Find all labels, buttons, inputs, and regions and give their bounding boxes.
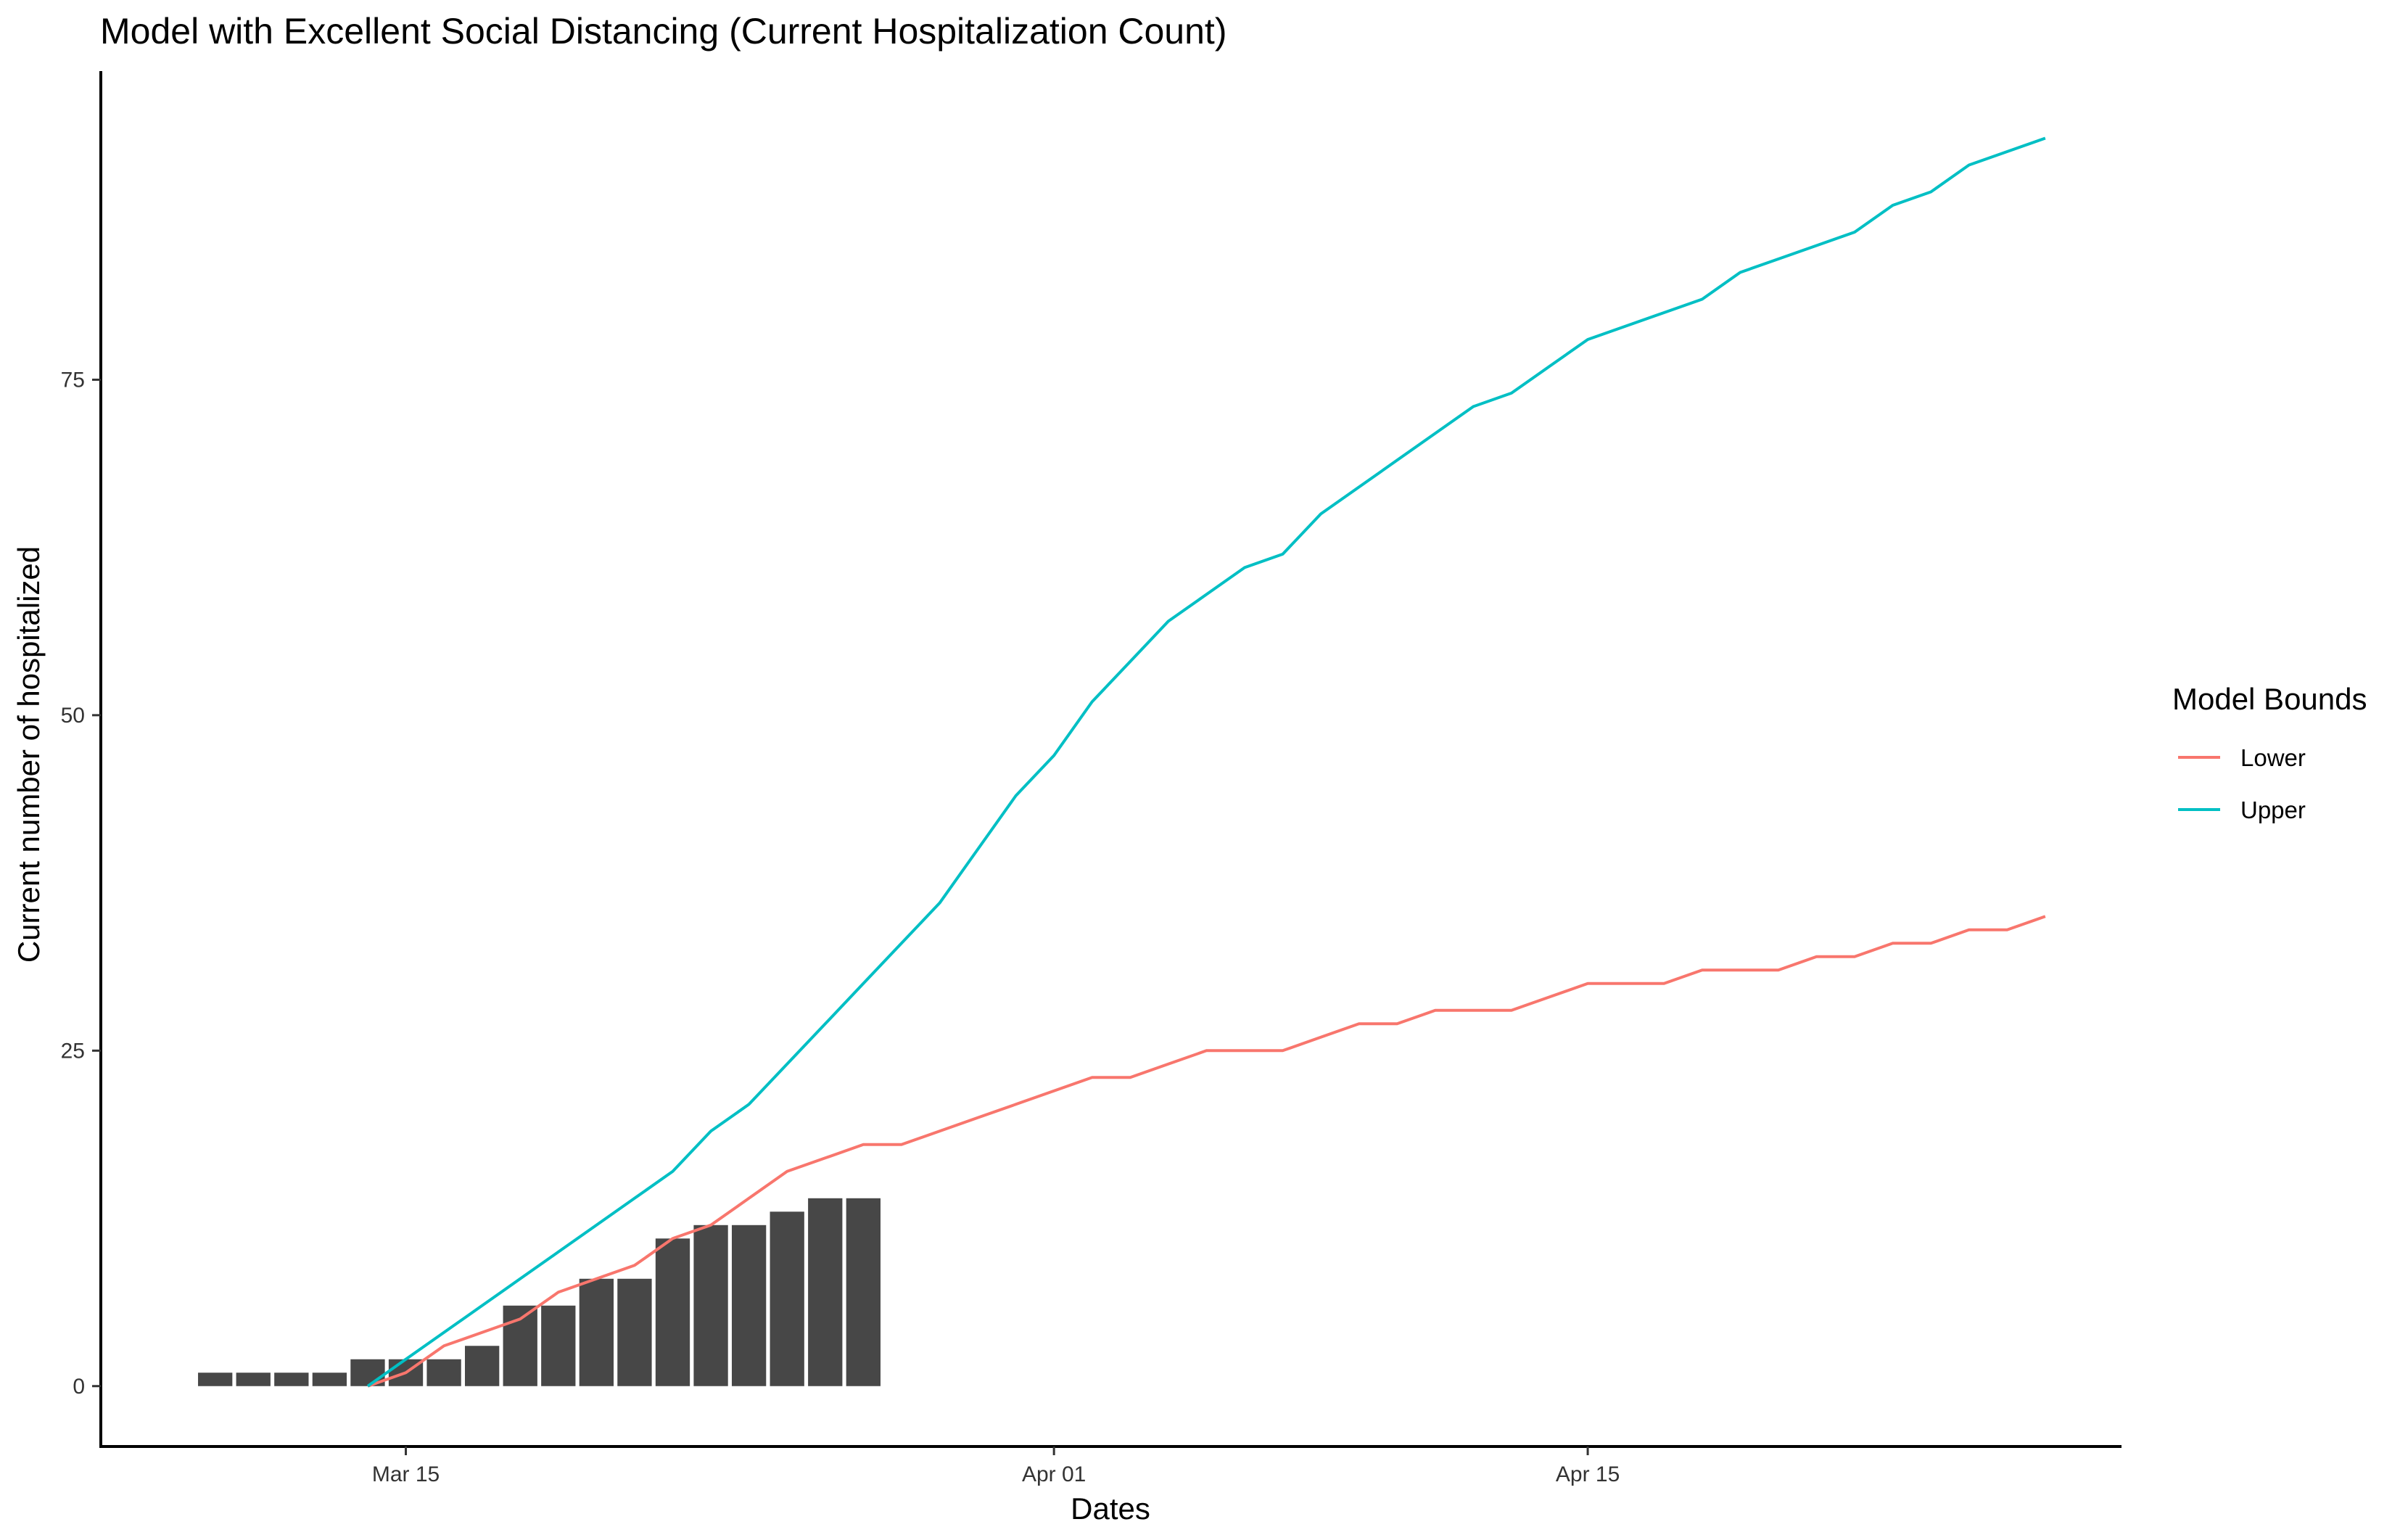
legend-entries: Lower Upper xyxy=(2178,744,2306,823)
series-line-lower xyxy=(367,915,2046,1388)
legend: Model Bounds Lower Upper xyxy=(2172,682,2367,823)
bar xyxy=(274,1373,309,1386)
bar xyxy=(617,1278,652,1386)
x-ticks: Mar 15 Apr 01 Apr 15 xyxy=(372,1446,1620,1486)
bar xyxy=(731,1225,767,1386)
bar xyxy=(808,1198,843,1386)
plot-area: 0 25 50 75 Mar 15 Apr 01 Apr 15 xyxy=(61,71,2122,1486)
x-axis-title: Dates xyxy=(1071,1491,1150,1526)
bar xyxy=(770,1211,804,1386)
bar xyxy=(426,1359,461,1386)
legend-label-upper: Upper xyxy=(2240,797,2306,823)
x-tick-label: Apr 15 xyxy=(1556,1462,1620,1486)
legend-title: Model Bounds xyxy=(2172,682,2367,716)
chart-title: Model with Excellent Social Distancing (… xyxy=(100,11,1226,52)
bar xyxy=(236,1373,271,1386)
bar xyxy=(579,1278,614,1386)
bar xyxy=(846,1198,881,1386)
series-line-upper xyxy=(366,136,2046,1388)
y-ticks: 0 25 50 75 xyxy=(61,368,101,1399)
bar xyxy=(198,1373,233,1386)
x-tick-label: Mar 15 xyxy=(372,1462,440,1486)
bar xyxy=(541,1305,576,1386)
y-tick-label: 50 xyxy=(61,704,85,728)
x-tick-label: Apr 01 xyxy=(1022,1462,1086,1486)
legend-label-lower: Lower xyxy=(2240,744,2306,771)
y-tick-label: 0 xyxy=(73,1375,85,1399)
y-tick-label: 25 xyxy=(61,1039,85,1063)
lines-layer xyxy=(366,136,2046,1388)
bar xyxy=(655,1238,690,1386)
bar xyxy=(693,1225,728,1386)
bars-layer xyxy=(198,1198,881,1386)
bar xyxy=(312,1373,347,1386)
y-tick-label: 75 xyxy=(61,368,85,392)
bar xyxy=(465,1346,500,1386)
y-axis-title: Current number of hospitalized xyxy=(12,546,46,963)
